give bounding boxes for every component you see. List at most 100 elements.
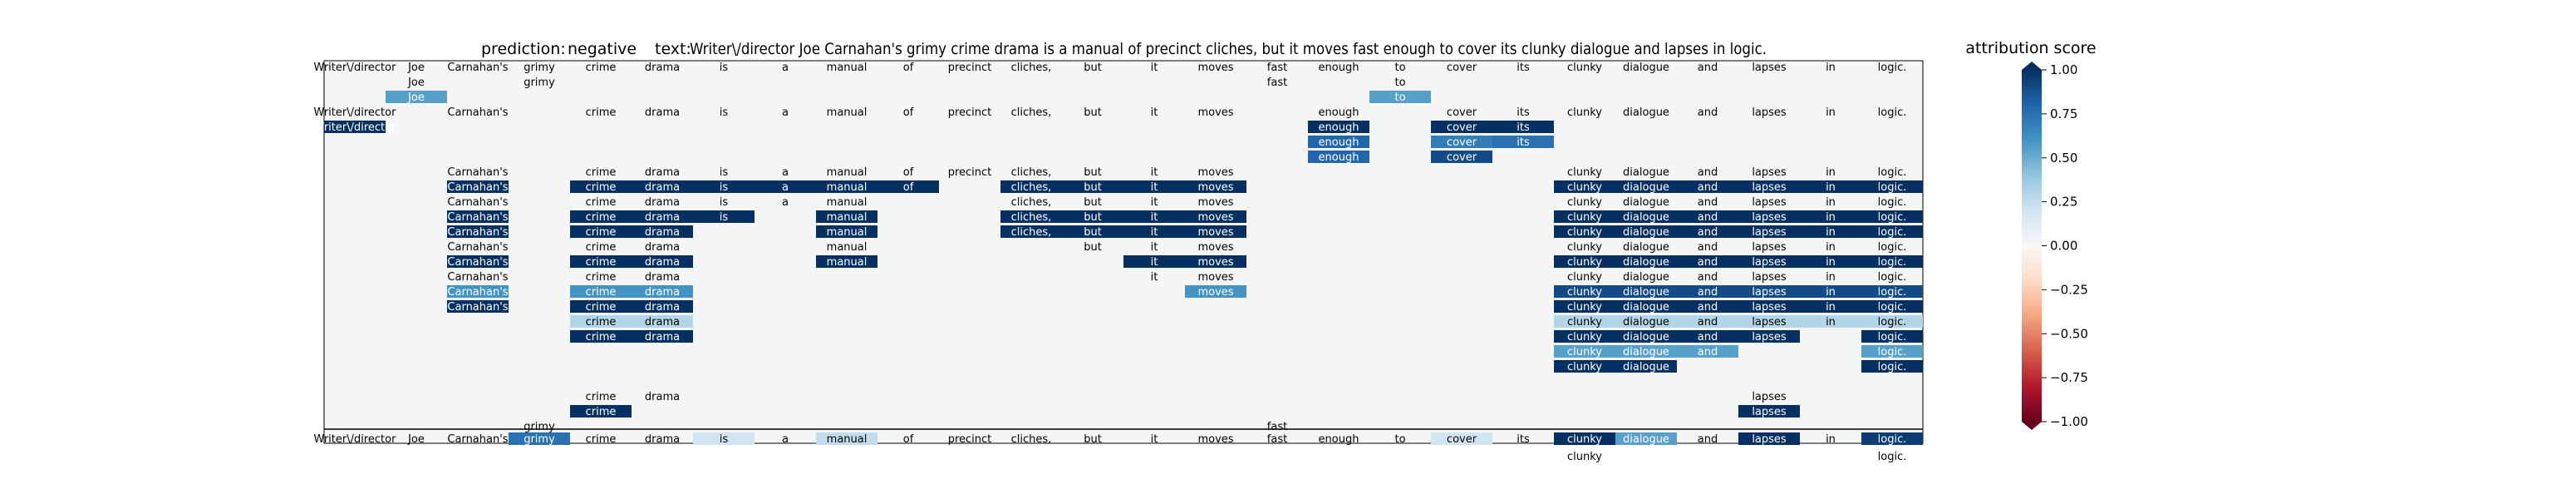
token-label: Joe: [407, 77, 425, 89]
heatmap-cell: [1677, 210, 1738, 223]
token-label: and: [1698, 241, 1718, 254]
token-label: dialogue: [1623, 241, 1669, 254]
heatmap-cell: [1369, 91, 1431, 103]
colorbar-tick-label: −0.75: [2050, 370, 2088, 385]
token-label: cover: [1447, 62, 1477, 74]
heatmap-cell: [1800, 180, 1861, 193]
heatmap-cell: [1677, 285, 1738, 298]
token-label: crime: [586, 256, 617, 269]
token-label: clunky: [1567, 106, 1602, 119]
token-label: precinct: [948, 62, 992, 74]
token-label: it: [1151, 106, 1158, 119]
token-label: clunky: [1567, 331, 1602, 343]
token-label: but: [1084, 226, 1102, 239]
heatmap-cell: [1492, 136, 1554, 148]
heatmap-cell: [447, 180, 509, 193]
token-label: is: [720, 166, 729, 179]
heatmap-cell: [1738, 300, 1800, 313]
token-label: fast: [1267, 421, 1287, 433]
heatmap-cell: [1615, 255, 1677, 268]
token-label: and: [1698, 346, 1718, 358]
heatmap-cell: [570, 330, 632, 343]
token-label: and: [1698, 181, 1718, 194]
token-label: moves: [1197, 106, 1233, 119]
token-label: drama: [645, 166, 680, 179]
token-label: enough: [1319, 62, 1359, 74]
heatmap-cell: [1062, 210, 1123, 223]
token-label: drama: [645, 226, 680, 239]
token-label: lapses: [1752, 331, 1787, 343]
token-label: its: [1517, 136, 1530, 149]
heatmap-cell: [1554, 330, 1615, 343]
token-label: it: [1151, 256, 1158, 269]
token-label: Joe: [407, 433, 425, 446]
heatmap-cell: [1800, 255, 1861, 268]
token-label: clunky: [1567, 181, 1602, 194]
token-label: dialogue: [1623, 106, 1669, 119]
token-label: logic.: [1878, 181, 1907, 194]
heatmap-cell: [1738, 405, 1800, 417]
heatmap-cell: [570, 300, 632, 313]
token-label: and: [1698, 271, 1718, 284]
token-label: in: [1826, 181, 1836, 194]
heatmap-cell: [570, 255, 632, 268]
token-label: and: [1698, 211, 1718, 224]
token-label: is: [720, 196, 729, 209]
token-label: drama: [645, 256, 680, 269]
heatmap-cell: [1308, 136, 1369, 148]
heatmap-cell: [1554, 255, 1615, 268]
token-label: and: [1698, 331, 1718, 343]
heatmap-cell: [1185, 210, 1246, 223]
token-label: cover: [1447, 121, 1477, 134]
token-label: Carnahan's: [447, 241, 508, 254]
token-label: Writer\/director: [314, 106, 397, 119]
token-label: and: [1698, 166, 1718, 179]
token-label: in: [1826, 433, 1836, 446]
token-label: moves: [1197, 256, 1233, 269]
token-label: drama: [645, 301, 680, 314]
token-label: in: [1826, 166, 1836, 179]
heatmap-cell: [1185, 285, 1246, 298]
heatmap-cell: [1062, 225, 1123, 238]
heatmap-cell: [386, 91, 447, 103]
token-label: a: [782, 62, 789, 74]
token-label: logic.: [1878, 316, 1907, 329]
token-label: is: [720, 211, 729, 224]
token-label: manual: [827, 211, 868, 224]
token-label: crime: [586, 286, 617, 299]
heatmap-cell: [1738, 315, 1800, 328]
token-label: manual: [827, 106, 868, 119]
token-label: in: [1826, 62, 1836, 74]
token-label: crime: [586, 196, 617, 209]
token-label: Carnahan's: [447, 433, 508, 446]
colorbar-tick-label: 1.00: [2050, 62, 2077, 77]
token-label: it: [1151, 433, 1158, 446]
token-label: manual: [827, 196, 868, 209]
token-label: Carnahan's: [447, 286, 508, 299]
token-label: precinct: [948, 433, 992, 446]
heatmap-cell: [1308, 151, 1369, 163]
heatmap-cell: [1615, 330, 1677, 343]
colorbar-ticks: 1.00 0.75 0.50 0.25 0.00 −0.25 −0.50 −0.75 −1.00: [2042, 62, 2088, 429]
token-label: drama: [645, 316, 680, 329]
heatmap-cell: [816, 255, 878, 268]
token-label: in: [1826, 256, 1836, 269]
token-label: it: [1151, 271, 1158, 284]
token-label: its: [1517, 433, 1530, 446]
token-label: and: [1698, 286, 1718, 299]
heatmap-cell: [1554, 300, 1615, 313]
heatmap-cell: [1738, 285, 1800, 298]
heatmap-cell: [1677, 255, 1738, 268]
heatmap-cell: [1800, 315, 1861, 328]
token-label: and: [1698, 433, 1718, 446]
heatmap-cell: [1615, 360, 1677, 373]
heatmap-cell: [1861, 300, 1923, 313]
token-label: Carnahan's: [447, 106, 508, 119]
token-label: moves: [1197, 226, 1233, 239]
heatmap-cell: [570, 210, 632, 223]
token-label: drama: [645, 196, 680, 209]
heatmap-axes: [323, 60, 1924, 444]
token-label: lapses: [1752, 181, 1787, 194]
token-label: clunky: [1567, 62, 1602, 74]
token-label: clunky: [1567, 346, 1602, 358]
